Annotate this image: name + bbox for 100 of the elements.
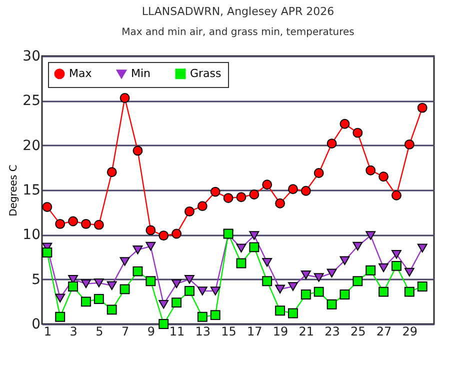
point [210,186,220,197]
point [94,278,104,288]
point [81,296,91,307]
point [326,299,337,310]
point [340,118,350,129]
y-tick-label: 15 [22,182,40,198]
point [55,294,66,302]
point [132,266,143,276]
point [366,231,376,240]
point [417,244,428,252]
point [300,290,311,300]
point [106,304,117,315]
y-tick-label: 25 [22,93,40,110]
point [158,319,169,329]
point [366,165,376,176]
chart-subtitle: Max and min air, and grass min, temperatures [122,27,354,38]
point [326,138,337,149]
point [352,276,363,286]
point [184,274,194,284]
point [55,218,66,229]
point [262,276,272,286]
point [275,198,286,208]
point [42,202,52,212]
point [404,286,414,297]
point [300,186,311,196]
x-tick-label: 15 [221,324,236,338]
x-tick-label: 7 [121,324,130,338]
point [288,282,298,291]
point [81,218,91,229]
point [314,273,324,282]
point [236,192,246,202]
point [68,282,78,292]
point [392,260,402,271]
point [392,190,402,200]
x-tick-label: 21 [298,324,314,338]
point [197,286,208,296]
point [146,242,156,251]
point [300,270,311,280]
point [197,201,208,212]
x-tick-label: 29 [402,324,418,338]
point [106,167,117,178]
point [366,265,376,276]
x-tick-label: 13 [195,324,211,338]
point [81,279,91,288]
point [275,306,286,316]
point [120,257,130,266]
y-tick-label: 5 [32,272,40,288]
point [352,128,363,138]
point [184,206,194,216]
x-tick-label: 5 [96,324,104,338]
point [120,284,130,294]
y-axis-title: Degrees C [8,164,20,216]
point [404,268,414,277]
y-tick-label: 20 [22,138,40,154]
point [120,93,130,103]
x-tick-label: 19 [272,324,288,338]
x-tick-label: 11 [169,324,185,338]
point [326,268,337,278]
point [352,242,363,251]
point [158,230,169,241]
point [94,294,104,304]
point [417,282,428,292]
point [249,231,260,240]
point [404,139,414,150]
point [106,281,117,290]
point [262,180,272,190]
point [132,245,143,254]
point [68,216,78,226]
point [172,228,182,239]
point [275,284,286,294]
point [314,168,324,178]
point [184,286,194,296]
x-tick-label: 17 [247,324,262,338]
point [288,184,298,194]
x-tick-label: 3 [70,324,78,338]
point [146,276,156,286]
point [236,258,246,268]
y-tick-label: 0 [32,316,40,332]
point [210,286,220,296]
x-tick-label: 27 [376,324,392,338]
point [262,258,272,267]
point [236,244,246,252]
point [378,263,389,272]
point [314,286,324,297]
y-tick-label: 30 [22,48,40,64]
point [55,312,66,322]
x-tick-label: 9 [147,324,155,338]
point [197,312,208,322]
point [210,310,220,320]
chart-title: LLANSADWRN, Anglesey APR 2026 [142,5,334,18]
point [392,250,402,259]
legend-label: Grass [190,66,222,80]
x-tick-label: 1 [44,324,52,338]
point [378,172,389,182]
point [94,220,104,230]
point [172,298,182,308]
point [340,256,350,265]
y-tick-label: 10 [22,227,40,244]
point [132,146,143,156]
legend-label: Max [69,66,92,80]
